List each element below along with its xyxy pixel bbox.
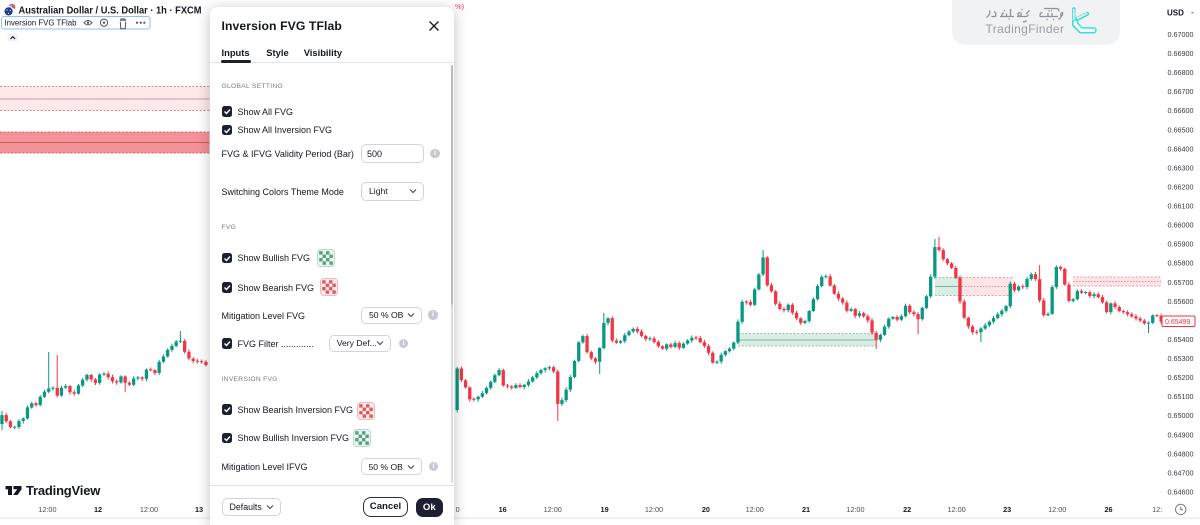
svg-text:0.66500: 0.66500 xyxy=(1168,125,1194,134)
svg-text:12:00: 12:00 xyxy=(746,505,764,514)
svg-text:0.66600: 0.66600 xyxy=(1168,106,1194,115)
svg-text:12: 12 xyxy=(94,505,102,514)
svg-text:0.66300: 0.66300 xyxy=(1168,163,1194,172)
svg-text:23: 23 xyxy=(1003,505,1011,514)
svg-text:12:: 12: xyxy=(1152,505,1162,514)
svg-text:0.64800: 0.64800 xyxy=(1168,449,1194,458)
svg-text:0.65200: 0.65200 xyxy=(1168,373,1194,382)
svg-text:0.66000: 0.66000 xyxy=(1168,221,1194,230)
svg-text:0.67000: 0.67000 xyxy=(1168,30,1194,39)
svg-text:19: 19 xyxy=(601,505,609,514)
svg-text:12:00: 12:00 xyxy=(544,505,562,514)
svg-text:26: 26 xyxy=(1104,505,1112,514)
svg-text:0.65700: 0.65700 xyxy=(1168,278,1194,287)
svg-text:0.65300: 0.65300 xyxy=(1168,354,1194,363)
svg-text:%): %) xyxy=(455,2,465,11)
svg-text:12:00: 12:00 xyxy=(38,505,56,514)
svg-text:22: 22 xyxy=(903,505,911,514)
svg-text:0.66100: 0.66100 xyxy=(1168,202,1194,211)
svg-text:Australian Dollar / U.S. Dolla: Australian Dollar / U.S. Dollar · 1h · F… xyxy=(19,6,202,17)
svg-text:0.65400: 0.65400 xyxy=(1168,335,1194,344)
svg-text:0.65900: 0.65900 xyxy=(1168,240,1194,249)
svg-text:0.66800: 0.66800 xyxy=(1168,68,1194,77)
svg-text:12:00: 12:00 xyxy=(1048,505,1066,514)
svg-text:16: 16 xyxy=(499,505,507,514)
svg-text:TradingFinder: TradingFinder xyxy=(986,22,1065,36)
svg-text:USD: USD xyxy=(1167,9,1184,18)
svg-text:0.64900: 0.64900 xyxy=(1168,430,1194,439)
svg-text:0.64600: 0.64600 xyxy=(1168,488,1194,497)
svg-text:0: 0 xyxy=(456,505,460,514)
svg-text:12:00: 12:00 xyxy=(645,505,663,514)
svg-text:0.65499: 0.65499 xyxy=(1165,319,1190,326)
svg-text:0.65100: 0.65100 xyxy=(1168,392,1194,401)
svg-text:13: 13 xyxy=(195,505,203,514)
svg-text:TradingView: TradingView xyxy=(26,483,101,498)
svg-text:0.65800: 0.65800 xyxy=(1168,259,1194,268)
svg-text:0.64700: 0.64700 xyxy=(1168,468,1194,477)
svg-text:0.65600: 0.65600 xyxy=(1168,297,1194,306)
svg-text:0.66700: 0.66700 xyxy=(1168,87,1194,96)
svg-text:Inversion FVG TFlab: Inversion FVG TFlab xyxy=(5,19,77,28)
svg-text:20: 20 xyxy=(702,505,710,514)
svg-text:21: 21 xyxy=(802,505,810,514)
svg-text:12:00: 12:00 xyxy=(846,505,864,514)
svg-text:0.66200: 0.66200 xyxy=(1168,183,1194,192)
svg-text:0.65000: 0.65000 xyxy=(1168,411,1194,420)
svg-text:12:00: 12:00 xyxy=(947,505,965,514)
svg-text:0.66900: 0.66900 xyxy=(1168,49,1194,58)
svg-text:12:00: 12:00 xyxy=(140,505,158,514)
svg-text:0.66400: 0.66400 xyxy=(1168,144,1194,153)
